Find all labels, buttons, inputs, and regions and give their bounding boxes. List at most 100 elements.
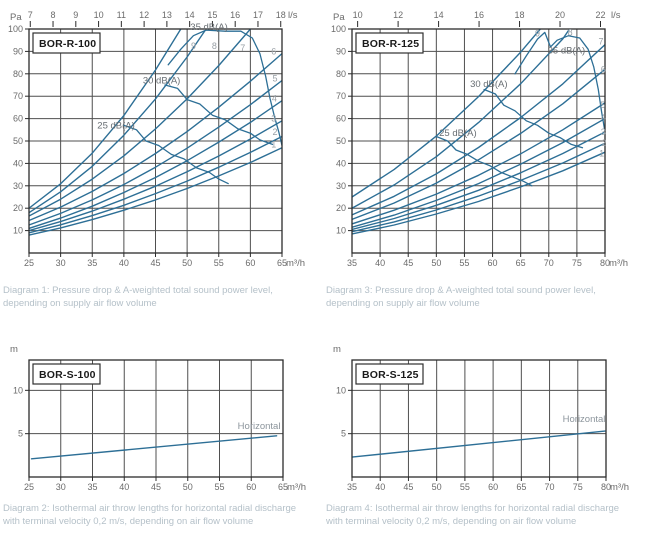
- y-tick-label: 70: [336, 91, 346, 101]
- horizontal-label: Horizontal: [563, 414, 606, 425]
- y-tick-label: 5: [18, 429, 23, 439]
- x-tick-label: 40: [119, 482, 129, 492]
- top-tick-label: 16: [474, 10, 484, 20]
- x-tick-label: 60: [245, 258, 255, 268]
- curve-number-label: 9: [535, 28, 540, 38]
- y-tick-label: 40: [13, 158, 23, 168]
- y-tick-label: 100: [331, 24, 346, 34]
- top-tick-label: 12: [393, 10, 403, 20]
- chart-title: BOR-S-125: [362, 369, 419, 381]
- fan-curve: [29, 29, 182, 209]
- x-axis-unit: m³/h: [286, 258, 305, 269]
- x-tick-label: 45: [150, 258, 160, 268]
- x-tick-label: 65: [516, 482, 526, 492]
- curve-number-label: 3: [601, 127, 606, 137]
- db-contour: [164, 84, 274, 146]
- y-tick-label: 10: [13, 385, 23, 395]
- caption-diagram-1: Diagram 1: Pressure drop & A-weighted to…: [3, 284, 315, 310]
- top-axis-unit: l/s: [288, 10, 298, 21]
- y-tick-label: 10: [336, 226, 346, 236]
- x-tick-label: 70: [545, 482, 555, 492]
- x-tick-label: 35: [347, 482, 357, 492]
- y-axis-unit: Pa: [333, 12, 345, 23]
- x-tick-label: 65: [277, 258, 287, 268]
- x-tick-label: 75: [572, 258, 582, 268]
- caption-line: depending on supply air flow volume: [326, 298, 480, 309]
- curve-number-label: 4: [272, 93, 277, 103]
- y-tick-label: 30: [336, 181, 346, 191]
- chart-title: BOR-R-100: [39, 38, 96, 50]
- caption-diagram-3: Diagram 3: Pressure drop & A-weighted to…: [326, 284, 638, 310]
- top-tick-label: 17: [253, 10, 263, 20]
- curve-number-label: 6: [271, 46, 276, 56]
- top-tick-label: 22: [595, 10, 605, 20]
- x-tick-label: 80: [601, 482, 611, 492]
- curve-number-label: 2: [273, 127, 278, 137]
- throw-line: [352, 430, 606, 458]
- plot-area: [29, 29, 282, 236]
- caption-diagram-4: Diagram 4: Isothermal air throw lengths …: [326, 502, 638, 528]
- plot-area: [352, 29, 605, 235]
- y-tick-label: 90: [13, 46, 23, 56]
- top-tick-label: 7: [28, 10, 33, 20]
- y-axis-unit: m: [10, 344, 18, 355]
- fan-curve: [352, 117, 605, 228]
- x-tick-label: 50: [432, 482, 442, 492]
- caption-line: depending on supply air flow volume: [3, 298, 157, 309]
- y-axis-unit: m: [333, 344, 341, 355]
- plot-area: [30, 435, 278, 460]
- db-contour-label: 35 dB(A): [548, 45, 586, 56]
- x-tick-label: 25: [24, 258, 34, 268]
- y-tick-label: 5: [341, 429, 346, 439]
- x-tick-label: 60: [488, 258, 498, 268]
- top-tick-label: 20: [555, 10, 565, 20]
- x-tick-label: 60: [488, 482, 498, 492]
- y-tick-label: 50: [13, 136, 23, 146]
- curve-number-label: 7: [599, 36, 604, 46]
- curve-number-label: 5: [600, 100, 605, 110]
- curve-number-label: 1: [271, 139, 276, 149]
- x-tick-label: 35: [87, 482, 97, 492]
- x-tick-label: 65: [516, 258, 526, 268]
- curve-number-label: 3: [271, 114, 276, 124]
- curve-number-label: 7: [240, 43, 245, 53]
- fan-curve: [352, 131, 605, 231]
- throw-line: [30, 435, 278, 460]
- x-axis-unit: m³/h: [609, 258, 628, 269]
- top-tick-label: 14: [185, 10, 195, 20]
- curve-number-label: 8: [568, 27, 573, 37]
- y-tick-label: 70: [13, 91, 23, 101]
- y-tick-label: 20: [13, 203, 23, 213]
- db-contour-label: 25 dB(A): [439, 128, 477, 139]
- x-axis-unit: m³/h: [610, 482, 629, 493]
- y-tick-label: 80: [13, 69, 23, 79]
- x-tick-label: 55: [459, 258, 469, 268]
- caption-diagram-2: Diagram 2: Isothermal air throw lengths …: [3, 502, 315, 528]
- x-tick-label: 55: [460, 482, 470, 492]
- x-tick-label: 25: [24, 482, 34, 492]
- x-tick-label: 50: [182, 258, 192, 268]
- fan-curve: [29, 29, 207, 214]
- x-tick-label: 60: [246, 482, 256, 492]
- caption-line: Diagram 1: Pressure drop & A-weighted to…: [3, 285, 273, 296]
- x-tick-label: 35: [347, 258, 357, 268]
- top-tick-label: 14: [434, 10, 444, 20]
- curve-number-label: 5: [273, 73, 278, 83]
- x-tick-label: 40: [119, 258, 129, 268]
- fan-curve: [352, 102, 605, 225]
- y-tick-label: 90: [336, 46, 346, 56]
- db-contour: [514, 31, 605, 133]
- caption-line: Diagram 4: Isothermal air throw lengths …: [326, 503, 620, 514]
- fan-curve: [352, 142, 605, 233]
- plot-border: [351, 359, 607, 478]
- fan-curve: [29, 29, 252, 217]
- fan-curve: [352, 29, 571, 209]
- y-tick-label: 50: [336, 136, 346, 146]
- fan-curve: [29, 135, 282, 234]
- fan-curve: [352, 151, 605, 235]
- y-tick-label: 80: [336, 69, 346, 79]
- curve-number-label: 8: [212, 41, 217, 51]
- x-axis-unit: m³/h: [287, 482, 306, 493]
- db-contour: [483, 88, 584, 149]
- db-contour: [167, 29, 282, 147]
